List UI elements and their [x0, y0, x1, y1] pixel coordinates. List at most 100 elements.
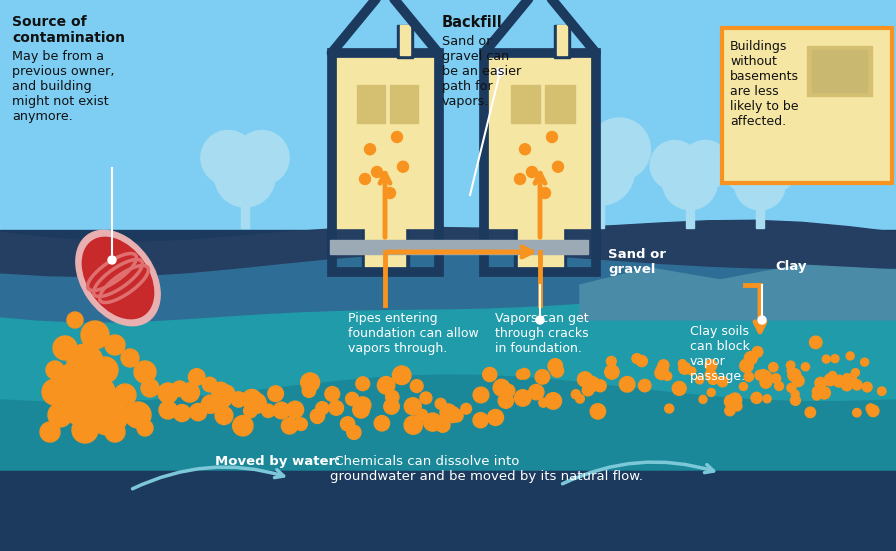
Circle shape — [514, 390, 531, 406]
Circle shape — [356, 377, 370, 391]
Circle shape — [215, 147, 275, 207]
Circle shape — [281, 418, 297, 434]
Bar — [335, 53, 435, 228]
Ellipse shape — [82, 237, 153, 318]
Circle shape — [718, 377, 728, 387]
Bar — [514, 228, 566, 272]
Bar — [546, 84, 574, 123]
Bar — [357, 84, 385, 123]
Circle shape — [861, 358, 868, 366]
Circle shape — [353, 401, 369, 418]
Text: Source of
contamination: Source of contamination — [12, 15, 125, 45]
Circle shape — [359, 174, 371, 185]
Circle shape — [92, 357, 118, 383]
Circle shape — [310, 409, 324, 423]
Circle shape — [594, 380, 607, 392]
Circle shape — [801, 363, 809, 371]
Bar — [390, 84, 418, 123]
Circle shape — [650, 141, 700, 190]
Circle shape — [535, 370, 549, 384]
Circle shape — [301, 373, 320, 392]
Circle shape — [538, 398, 547, 407]
Circle shape — [53, 336, 77, 360]
Circle shape — [663, 372, 672, 380]
Circle shape — [315, 402, 329, 415]
Circle shape — [705, 369, 716, 380]
Circle shape — [246, 393, 266, 413]
Bar — [518, 228, 563, 268]
Circle shape — [657, 363, 668, 374]
Circle shape — [372, 166, 383, 177]
Circle shape — [392, 132, 402, 143]
Circle shape — [473, 387, 489, 403]
Circle shape — [134, 361, 156, 383]
Bar — [332, 53, 438, 272]
Bar — [397, 25, 413, 58]
Circle shape — [188, 369, 205, 385]
Circle shape — [202, 395, 220, 413]
Circle shape — [347, 425, 361, 439]
Circle shape — [325, 387, 340, 401]
Text: Buildings
without
basements
are less
likely to be
affected.: Buildings without basements are less lik… — [730, 40, 799, 128]
Circle shape — [262, 404, 275, 418]
Circle shape — [659, 156, 702, 197]
Circle shape — [215, 391, 231, 408]
Circle shape — [536, 316, 544, 324]
Circle shape — [63, 391, 97, 425]
Circle shape — [547, 132, 557, 143]
Circle shape — [833, 375, 845, 387]
Circle shape — [818, 379, 826, 387]
Circle shape — [806, 407, 815, 418]
Circle shape — [137, 420, 153, 436]
Circle shape — [211, 382, 229, 401]
Circle shape — [353, 149, 399, 195]
Circle shape — [739, 382, 747, 391]
Bar — [365, 228, 405, 268]
Bar — [487, 53, 592, 228]
Circle shape — [790, 396, 800, 406]
Circle shape — [416, 409, 427, 421]
Circle shape — [244, 404, 257, 418]
Circle shape — [46, 361, 64, 379]
Circle shape — [619, 376, 635, 392]
Circle shape — [705, 360, 717, 371]
Circle shape — [815, 377, 826, 389]
Circle shape — [549, 118, 612, 180]
Circle shape — [792, 375, 804, 387]
Polygon shape — [0, 375, 896, 470]
Circle shape — [404, 416, 422, 434]
Circle shape — [866, 404, 875, 413]
Circle shape — [824, 374, 836, 386]
Circle shape — [384, 187, 395, 198]
Circle shape — [81, 321, 109, 349]
Circle shape — [582, 384, 594, 396]
Circle shape — [659, 360, 669, 370]
Circle shape — [788, 366, 795, 375]
Circle shape — [813, 386, 823, 396]
Circle shape — [752, 347, 762, 357]
Circle shape — [273, 402, 289, 419]
Circle shape — [503, 385, 515, 397]
Circle shape — [48, 403, 72, 427]
Circle shape — [732, 396, 742, 405]
Text: Vapors can get
through cracks
in foundation.: Vapors can get through cracks in foundat… — [495, 312, 589, 355]
Circle shape — [847, 374, 857, 383]
Circle shape — [565, 136, 634, 206]
Circle shape — [688, 367, 696, 375]
Circle shape — [761, 371, 771, 382]
Text: Sand or
gravel: Sand or gravel — [608, 248, 666, 276]
Circle shape — [444, 407, 461, 423]
Bar — [386, 193, 394, 228]
Circle shape — [562, 137, 615, 190]
Circle shape — [461, 403, 471, 414]
Circle shape — [745, 352, 757, 365]
Circle shape — [843, 374, 851, 382]
Circle shape — [121, 349, 139, 367]
Circle shape — [114, 384, 136, 406]
Circle shape — [377, 376, 395, 394]
Circle shape — [679, 363, 691, 374]
Circle shape — [125, 402, 151, 428]
Circle shape — [787, 361, 795, 370]
Text: Pipes entering
foundation can allow
vapors through.: Pipes entering foundation can allow vapo… — [348, 312, 478, 355]
Circle shape — [578, 372, 592, 387]
